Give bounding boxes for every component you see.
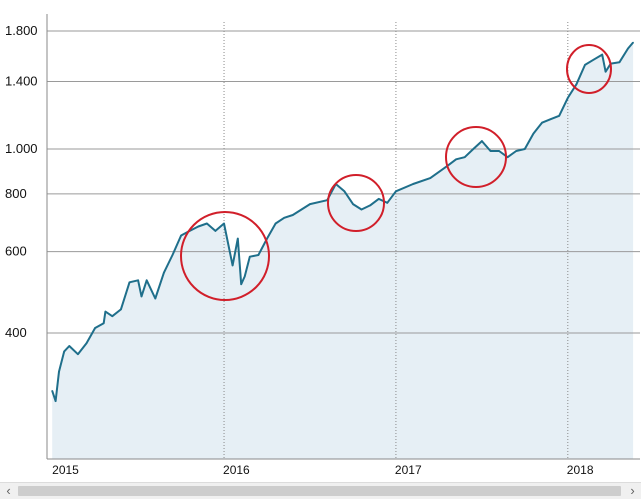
data-point (575, 83, 578, 86)
data-point (386, 202, 389, 204)
data-point (309, 203, 311, 205)
highlight-circle (180, 211, 270, 301)
data-point (54, 400, 57, 402)
y-tick-label: 1.000 (5, 141, 38, 156)
data-point (463, 156, 466, 158)
data-point (549, 118, 552, 120)
data-point (197, 225, 200, 228)
x-tick-label: 2016 (223, 463, 250, 477)
chart-area: 400 600 800 1.000 1.400 1.800 2015 2016 2017 2018 (5, 14, 640, 477)
data-point (343, 190, 346, 193)
data-point (154, 297, 157, 300)
data-point (506, 156, 509, 158)
data-point (231, 264, 234, 267)
x-tick-label: 2015 (52, 463, 79, 477)
data-point (237, 237, 239, 240)
data-point (283, 217, 286, 219)
series-area-fill (52, 42, 634, 459)
data-point (171, 254, 174, 256)
data-point (489, 150, 492, 152)
data-point (120, 308, 122, 311)
data-point (352, 203, 354, 205)
data-point (627, 47, 629, 50)
data-point (541, 121, 543, 124)
y-tick-label: 800 (5, 186, 27, 201)
data-point (618, 61, 621, 64)
data-point (223, 222, 225, 225)
data-point (58, 370, 60, 373)
data-point (532, 132, 535, 135)
data-point (584, 64, 586, 66)
line-chart: 400 600 800 1.000 1.400 1.800 2015 2016 2017 2018 (5, 14, 640, 477)
data-point (111, 315, 114, 318)
scrollbar-thumb[interactable] (18, 486, 621, 496)
y-tick-label: 1.800 (5, 23, 38, 38)
data-point (592, 58, 595, 61)
y-tick-label: 1.400 (5, 73, 38, 88)
data-point (395, 190, 397, 193)
data-point (524, 148, 526, 150)
data-point (498, 150, 500, 152)
scroll-right-arrow-icon[interactable]: › (630, 483, 635, 498)
data-point (481, 140, 483, 142)
x-tick-label: 2018 (567, 463, 594, 477)
data-point (63, 350, 65, 353)
data-point (472, 148, 475, 150)
horizontal-scrollbar[interactable]: ‹ › (0, 482, 641, 499)
data-point (206, 222, 208, 225)
data-point (137, 279, 139, 282)
data-point (604, 70, 607, 73)
data-point (292, 214, 294, 216)
data-point (145, 279, 148, 282)
data-point (369, 204, 371, 207)
data-point (85, 342, 88, 345)
data-point (601, 53, 603, 56)
highlight-circle (566, 44, 612, 94)
data-point (51, 390, 53, 392)
data-point (429, 177, 432, 179)
highlight-circle (327, 174, 385, 232)
highlight-circle (445, 126, 507, 188)
data-point (140, 295, 143, 298)
y-tick-label: 400 (5, 325, 27, 340)
data-point (77, 353, 79, 356)
data-point (243, 275, 246, 278)
data-point (214, 230, 217, 232)
data-point (377, 198, 380, 200)
data-point (128, 281, 131, 284)
scroll-left-arrow-icon[interactable]: ‹ (6, 483, 11, 498)
data-point (515, 150, 517, 152)
data-point (412, 183, 414, 185)
data-point (567, 97, 569, 99)
data-point (249, 255, 251, 258)
data-point (163, 271, 165, 274)
x-tick-label: 2017 (395, 463, 422, 477)
data-point (455, 158, 457, 161)
data-point (102, 322, 105, 325)
data-point (257, 254, 260, 256)
data-point (240, 283, 242, 286)
data-point (94, 327, 96, 329)
data-point (360, 208, 363, 211)
y-tick-label: 600 (5, 244, 27, 259)
data-point (68, 345, 71, 347)
data-point (180, 234, 182, 237)
data-point (104, 310, 107, 313)
data-point (632, 41, 634, 44)
data-point (558, 115, 560, 117)
data-point (274, 222, 277, 225)
